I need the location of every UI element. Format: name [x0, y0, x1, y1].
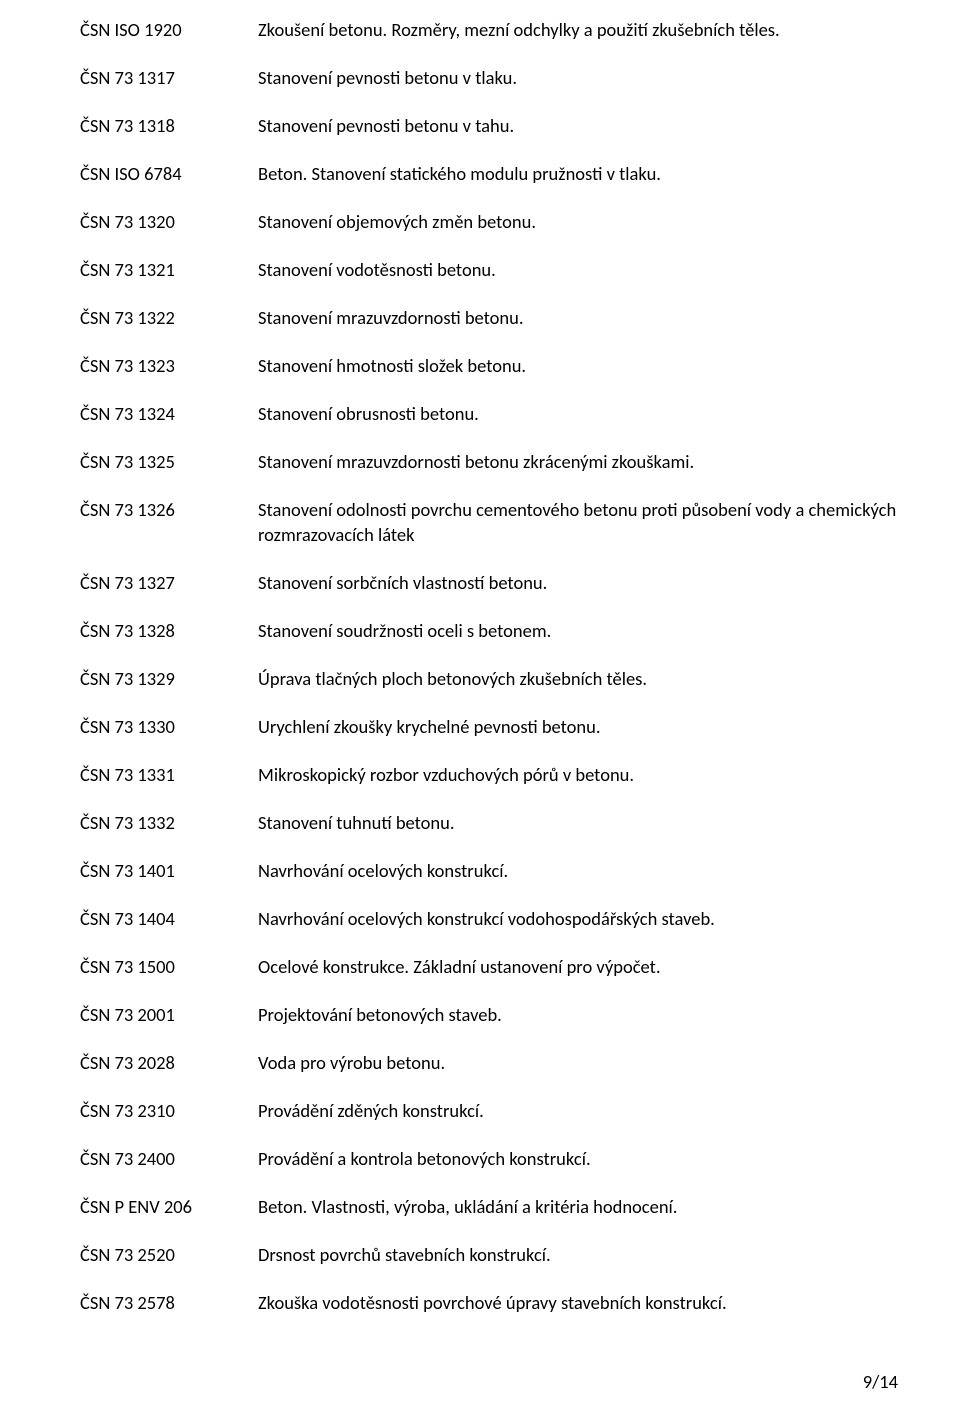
standard-code: ČSN 73 1329 [80, 667, 258, 691]
standard-code: ČSN 73 1321 [80, 258, 258, 282]
standard-entry: ČSN ISO 1920Zkoušení betonu. Rozměry, me… [80, 18, 930, 42]
standard-description: Navrhování ocelových konstrukcí. [258, 859, 930, 883]
standard-code: ČSN 73 2028 [80, 1051, 258, 1075]
standard-entry: ČSN 73 1330Urychlení zkoušky krychelné p… [80, 715, 930, 739]
standard-code: ČSN 73 2578 [80, 1291, 258, 1315]
standard-description: Beton. Vlastnosti, výroba, ukládání a kr… [258, 1195, 930, 1219]
standard-code: ČSN 73 1328 [80, 619, 258, 643]
standard-code: ČSN 73 1326 [80, 498, 258, 522]
standard-description: Voda pro výrobu betonu. [258, 1051, 930, 1075]
standard-description: Zkoušení betonu. Rozměry, mezní odchylky… [258, 18, 930, 42]
standard-description: Stanovení tuhnutí betonu. [258, 811, 930, 835]
standard-description: Úprava tlačných ploch betonových zkušebn… [258, 667, 930, 691]
standard-code: ČSN 73 2310 [80, 1099, 258, 1123]
standard-code: ČSN ISO 1920 [80, 18, 258, 42]
standard-entry: ČSN 73 2578Zkouška vodotěsnosti povrchov… [80, 1291, 930, 1315]
standard-code: ČSN 73 1331 [80, 763, 258, 787]
standard-entry: ČSN 73 1329Úprava tlačných ploch betonov… [80, 667, 930, 691]
standard-entry: ČSN ISO 6784Beton. Stanovení statického … [80, 162, 930, 186]
standard-entry: ČSN P ENV 206Beton. Vlastnosti, výroba, … [80, 1195, 930, 1219]
standard-code: ČSN 73 1318 [80, 114, 258, 138]
standard-description: Zkouška vodotěsnosti povrchové úpravy st… [258, 1291, 930, 1315]
standard-entry: ČSN 73 1328Stanovení soudržnosti oceli s… [80, 619, 930, 643]
standard-description: Stanovení vodotěsnosti betonu. [258, 258, 930, 282]
standard-description: Provádění a kontrola betonových konstruk… [258, 1147, 930, 1171]
standard-entry: ČSN 73 2310Provádění zděných konstrukcí. [80, 1099, 930, 1123]
standard-code: ČSN 73 1330 [80, 715, 258, 739]
standard-description: Stanovení hmotnosti složek betonu. [258, 354, 930, 378]
standard-description: Stanovení mrazuvzdornosti betonu zkrácen… [258, 450, 930, 474]
standard-code: ČSN 73 2001 [80, 1003, 258, 1027]
standard-code: ČSN 73 1325 [80, 450, 258, 474]
standard-code: ČSN 73 1404 [80, 907, 258, 931]
standard-description: Provádění zděných konstrukcí. [258, 1099, 930, 1123]
document-page: ČSN ISO 1920Zkoušení betonu. Rozměry, me… [0, 0, 960, 1423]
standard-code: ČSN P ENV 206 [80, 1195, 258, 1219]
page-number: 9/14 [863, 1370, 898, 1393]
standard-code: ČSN 73 2400 [80, 1147, 258, 1171]
standard-description: Stanovení pevnosti betonu v tlaku. [258, 66, 930, 90]
standard-code: ČSN 73 1327 [80, 571, 258, 595]
standard-entry: ČSN 73 1500Ocelové konstrukce. Základní … [80, 955, 930, 979]
standard-description: Drsnost povrchů stavebních konstrukcí. [258, 1243, 930, 1267]
standard-description: Urychlení zkoušky krychelné pevnosti bet… [258, 715, 930, 739]
standard-code: ČSN 73 1332 [80, 811, 258, 835]
standard-description: Beton. Stanovení statického modulu pružn… [258, 162, 930, 186]
standard-description: Ocelové konstrukce. Základní ustanovení … [258, 955, 930, 979]
standard-description: Mikroskopický rozbor vzduchových pórů v … [258, 763, 930, 787]
standard-description: Projektování betonových staveb. [258, 1003, 930, 1027]
standard-entry: ČSN 73 1331Mikroskopický rozbor vzduchov… [80, 763, 930, 787]
standard-entry: ČSN 73 1323Stanovení hmotnosti složek be… [80, 354, 930, 378]
standard-description: Stanovení odolnosti povrchu cementového … [258, 498, 930, 546]
standard-code: ČSN ISO 6784 [80, 162, 258, 186]
standard-description: Stanovení objemových změn betonu. [258, 210, 930, 234]
standard-description: Stanovení obrusnosti betonu. [258, 402, 930, 426]
standard-entry: ČSN 73 1324Stanovení obrusnosti betonu. [80, 402, 930, 426]
standard-entry: ČSN 73 2520Drsnost povrchů stavebních ko… [80, 1243, 930, 1267]
standard-entry: ČSN 73 1401Navrhování ocelových konstruk… [80, 859, 930, 883]
standard-entry: ČSN 73 1326Stanovení odolnosti povrchu c… [80, 498, 930, 546]
standard-entry: ČSN 73 1321Stanovení vodotěsnosti betonu… [80, 258, 930, 282]
standard-entry: ČSN 73 1325Stanovení mrazuvzdornosti bet… [80, 450, 930, 474]
standard-code: ČSN 73 1401 [80, 859, 258, 883]
standard-entry: ČSN 73 1332Stanovení tuhnutí betonu. [80, 811, 930, 835]
standard-code: ČSN 73 1324 [80, 402, 258, 426]
standard-entry: ČSN 73 1317Stanovení pevnosti betonu v t… [80, 66, 930, 90]
standard-code: ČSN 73 1323 [80, 354, 258, 378]
standard-entry: ČSN 73 2028Voda pro výrobu betonu. [80, 1051, 930, 1075]
standard-code: ČSN 73 2520 [80, 1243, 258, 1267]
standard-entry: ČSN 73 1320Stanovení objemových změn bet… [80, 210, 930, 234]
standard-entry: ČSN 73 2400Provádění a kontrola betonový… [80, 1147, 930, 1171]
standard-entry: ČSN 73 1322Stanovení mrazuvzdornosti bet… [80, 306, 930, 330]
standard-description: Stanovení soudržnosti oceli s betonem. [258, 619, 930, 643]
standard-entry: ČSN 73 1327Stanovení sorbčních vlastnost… [80, 571, 930, 595]
standard-entry: ČSN 73 2001Projektování betonových stave… [80, 1003, 930, 1027]
standard-code: ČSN 73 1317 [80, 66, 258, 90]
standard-entry: ČSN 73 1404Navrhování ocelových konstruk… [80, 907, 930, 931]
standard-description: Stanovení sorbčních vlastností betonu. [258, 571, 930, 595]
standard-description: Stanovení pevnosti betonu v tahu. [258, 114, 930, 138]
standard-description: Navrhování ocelových konstrukcí vodohosp… [258, 907, 930, 931]
standard-entry: ČSN 73 1318Stanovení pevnosti betonu v t… [80, 114, 930, 138]
standard-code: ČSN 73 1322 [80, 306, 258, 330]
standard-code: ČSN 73 1320 [80, 210, 258, 234]
standard-code: ČSN 73 1500 [80, 955, 258, 979]
standards-list: ČSN ISO 1920Zkoušení betonu. Rozměry, me… [80, 18, 930, 1315]
standard-description: Stanovení mrazuvzdornosti betonu. [258, 306, 930, 330]
